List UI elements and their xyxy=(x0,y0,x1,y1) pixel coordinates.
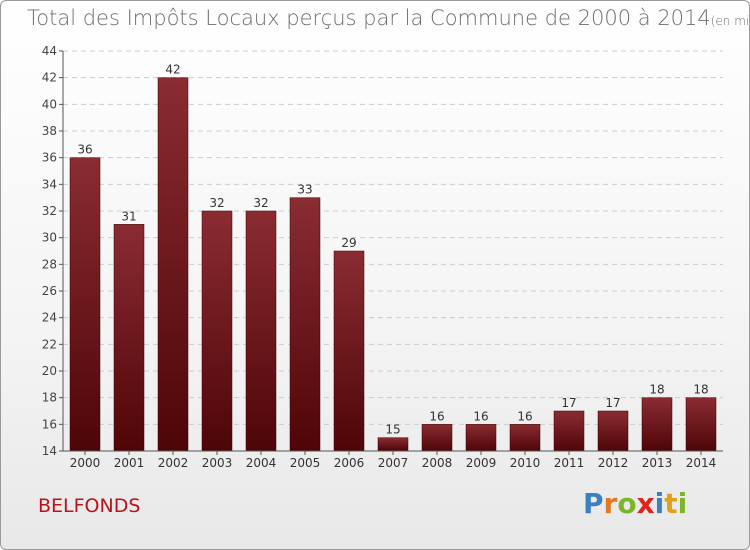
data-label: 17 xyxy=(605,396,620,410)
logo-letter: P xyxy=(583,487,604,520)
data-label: 33 xyxy=(297,183,312,197)
bar-2008[interactable] xyxy=(421,424,453,452)
data-label: 29 xyxy=(341,236,356,250)
y-tick-label: 32 xyxy=(42,204,57,218)
x-tick-label: 2002 xyxy=(158,456,189,470)
x-tick-label: 2014 xyxy=(686,456,717,470)
x-tick-label: 2008 xyxy=(422,456,453,470)
y-tick-label: 20 xyxy=(42,364,57,378)
bar-2014[interactable] xyxy=(685,397,717,452)
data-label: 16 xyxy=(473,409,488,423)
data-label: 16 xyxy=(429,409,444,423)
bar-2009[interactable] xyxy=(465,424,497,452)
x-tick-label: 2001 xyxy=(114,456,145,470)
y-tick-label: 34 xyxy=(42,177,57,191)
logo-letter: x xyxy=(636,487,655,520)
y-tick-label: 18 xyxy=(42,391,57,405)
y-tick-label: 14 xyxy=(42,444,57,458)
data-label: 18 xyxy=(649,383,664,397)
data-label: 32 xyxy=(209,196,224,210)
bar-2005[interactable] xyxy=(289,197,321,452)
data-label: 18 xyxy=(693,383,708,397)
logo-letter: t xyxy=(664,487,678,520)
logo-letter: i xyxy=(677,487,688,520)
x-tick-label: 2006 xyxy=(334,456,365,470)
logo-letter: o xyxy=(617,487,637,520)
data-label: 15 xyxy=(385,423,400,437)
commune-name: BELFONDS xyxy=(38,495,141,517)
x-tick-label: 2004 xyxy=(246,456,277,470)
chart-title: Total des Impôts Locaux perçus par la Co… xyxy=(27,6,750,30)
data-label: 42 xyxy=(165,63,180,77)
y-tick-label: 44 xyxy=(42,44,57,58)
x-tick-label: 2007 xyxy=(378,456,409,470)
x-tick-label: 2003 xyxy=(202,456,233,470)
logo-letter: i xyxy=(654,487,665,520)
y-tick-label: 16 xyxy=(42,417,57,431)
x-tick-label: 2000 xyxy=(70,456,101,470)
data-label: 16 xyxy=(517,409,532,423)
x-tick-label: 2005 xyxy=(290,456,321,470)
logo-letter: r xyxy=(603,487,618,520)
y-tick-label: 22 xyxy=(42,337,57,351)
bar-2010[interactable] xyxy=(509,424,541,452)
bar-2012[interactable] xyxy=(597,410,629,452)
bar-2004[interactable] xyxy=(245,210,277,452)
data-label: 31 xyxy=(121,209,136,223)
chart-title-text: Total des Impôts Locaux perçus par la Co… xyxy=(27,6,711,30)
x-tick-label: 2011 xyxy=(554,456,585,470)
bar-2001[interactable] xyxy=(113,224,145,452)
bar-2002[interactable] xyxy=(157,77,189,452)
bar-2007[interactable] xyxy=(377,437,409,452)
proxiti-logo[interactable]: Proxiti xyxy=(583,487,687,520)
bar-2013[interactable] xyxy=(641,397,673,452)
y-tick-label: 36 xyxy=(42,151,57,165)
data-label: 36 xyxy=(77,143,92,157)
y-tick-label: 28 xyxy=(42,257,57,271)
y-tick-label: 30 xyxy=(42,231,57,245)
x-tick-label: 2012 xyxy=(598,456,629,470)
x-tick-label: 2010 xyxy=(510,456,541,470)
data-label: 17 xyxy=(561,396,576,410)
data-label: 32 xyxy=(253,196,268,210)
bar-2000[interactable] xyxy=(69,157,101,452)
chart-unit-label: (en milliers d'€) xyxy=(710,14,750,28)
y-tick-label: 24 xyxy=(42,311,57,325)
x-tick-label: 2009 xyxy=(466,456,497,470)
y-tick-label: 26 xyxy=(42,284,57,298)
bar-2006[interactable] xyxy=(333,250,365,452)
y-tick-label: 38 xyxy=(42,124,57,138)
x-tick-label: 2013 xyxy=(642,456,673,470)
y-tick-label: 40 xyxy=(42,97,57,111)
y-tick-label: 42 xyxy=(42,71,57,85)
bar-2011[interactable] xyxy=(553,410,585,452)
bar-2003[interactable] xyxy=(201,210,233,452)
